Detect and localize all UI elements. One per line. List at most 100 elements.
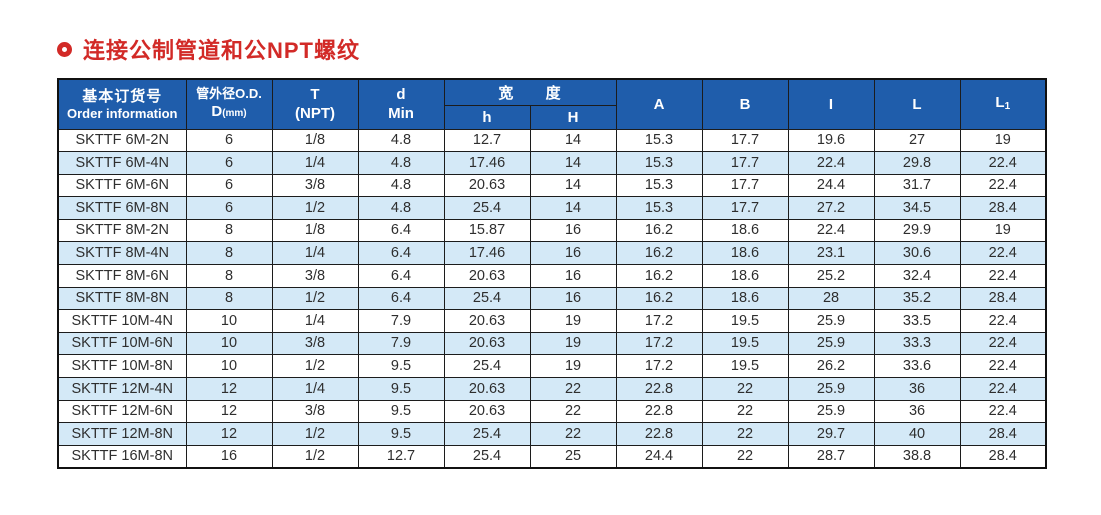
value-cell: 1/2 bbox=[271, 286, 359, 311]
value-cell: 7.9 bbox=[357, 309, 445, 333]
order-number-cell: SKTTF 8M-8N bbox=[57, 286, 187, 311]
value-cell: 17.7 bbox=[701, 173, 789, 198]
value-cell: 12 bbox=[185, 377, 273, 401]
value-cell: 29.7 bbox=[787, 422, 875, 446]
value-cell: 15.3 bbox=[615, 196, 703, 220]
table-row: SKTTF 12M-6N 12 3/8 9.5 20.63 22 22.8 22 25.9 36 2… bbox=[57, 399, 1047, 424]
order-number-cell: SKTTF 12M-8N bbox=[57, 422, 187, 446]
header-d-min-label: Min bbox=[388, 105, 414, 123]
value-cell: 4.8 bbox=[357, 128, 445, 153]
value-cell: 8 bbox=[185, 218, 273, 243]
table-row: SKTTF 8M-2N 8 1/8 6.4 15.87 16 16.2 18.6 22.4 29.… bbox=[57, 218, 1047, 243]
header-col-l: L bbox=[873, 78, 961, 130]
value-cell: 22.4 bbox=[959, 309, 1047, 333]
value-cell: 1/4 bbox=[271, 377, 359, 401]
header-t-symbol: T bbox=[310, 86, 320, 104]
value-cell: 17.46 bbox=[443, 241, 531, 266]
value-cell: 36 bbox=[873, 399, 961, 424]
value-cell: 9.5 bbox=[357, 422, 445, 446]
value-cell: 16.2 bbox=[615, 241, 703, 266]
value-cell: 17.7 bbox=[701, 151, 789, 175]
table-row: SKTTF 6M-6N 6 3/8 4.8 20.63 14 15.3 17.7 24.4 31.… bbox=[57, 173, 1047, 198]
value-cell: 6 bbox=[185, 196, 273, 220]
value-cell: 25.4 bbox=[443, 196, 531, 220]
value-cell: 24.4 bbox=[787, 173, 875, 198]
table-row: SKTTF 8M-6N 8 3/8 6.4 20.63 16 16.2 18.6 25.2 32.… bbox=[57, 264, 1047, 288]
order-number-cell: SKTTF 6M-2N bbox=[57, 128, 187, 153]
value-cell: 22 bbox=[529, 399, 617, 424]
header-order-en: Order information bbox=[66, 105, 178, 121]
value-cell: 16.2 bbox=[615, 264, 703, 288]
value-cell: 22.4 bbox=[959, 151, 1047, 175]
order-number-cell: SKTTF 10M-8N bbox=[57, 354, 187, 379]
value-cell: 12 bbox=[185, 399, 273, 424]
value-cell: 10 bbox=[185, 309, 273, 333]
header-outer-diameter: 管外径O.D. D(mm) bbox=[185, 78, 273, 130]
value-cell: 4.8 bbox=[357, 151, 445, 175]
value-cell: 29.8 bbox=[873, 151, 961, 175]
value-cell: 28.7 bbox=[787, 444, 875, 469]
value-cell: 1/2 bbox=[271, 354, 359, 379]
order-number-cell: SKTTF 12M-4N bbox=[57, 377, 187, 401]
header-d-min: d Min bbox=[357, 78, 445, 130]
order-number-cell: SKTTF 6M-8N bbox=[57, 196, 187, 220]
value-cell: 22 bbox=[701, 444, 789, 469]
header-width-h-lower: h bbox=[443, 104, 531, 130]
value-cell: 25.9 bbox=[787, 399, 875, 424]
value-cell: 17.2 bbox=[615, 354, 703, 379]
value-cell: 9.5 bbox=[357, 377, 445, 401]
value-cell: 19 bbox=[959, 128, 1047, 153]
table-row: SKTTF 8M-8N 8 1/2 6.4 25.4 16 16.2 18.6 28 35.2 28… bbox=[57, 286, 1047, 311]
value-cell: 18.6 bbox=[701, 264, 789, 288]
table-row: SKTTF 16M-8N 16 1/2 12.7 25.4 25 24.4 22 28.7 38.… bbox=[57, 444, 1047, 469]
value-cell: 22 bbox=[701, 422, 789, 446]
table-row: SKTTF 6M-4N 6 1/4 4.8 17.46 14 15.3 17.7 22.4 29.… bbox=[57, 151, 1047, 175]
value-cell: 3/8 bbox=[271, 173, 359, 198]
value-cell: 18.6 bbox=[701, 286, 789, 311]
value-cell: 3/8 bbox=[271, 331, 359, 356]
value-cell: 19.6 bbox=[787, 128, 875, 153]
table-row: SKTTF 10M-4N 10 1/4 7.9 20.63 19 17.2 19.5 25.9 3… bbox=[57, 309, 1047, 333]
value-cell: 15.87 bbox=[443, 218, 531, 243]
value-cell: 17.2 bbox=[615, 331, 703, 356]
value-cell: 14 bbox=[529, 128, 617, 153]
value-cell: 25.4 bbox=[443, 354, 531, 379]
value-cell: 20.63 bbox=[443, 331, 531, 356]
value-cell: 1/4 bbox=[271, 309, 359, 333]
value-cell: 36 bbox=[873, 377, 961, 401]
value-cell: 28.4 bbox=[959, 444, 1047, 469]
value-cell: 4.8 bbox=[357, 196, 445, 220]
value-cell: 8 bbox=[185, 241, 273, 266]
value-cell: 19 bbox=[959, 218, 1047, 243]
value-cell: 10 bbox=[185, 354, 273, 379]
value-cell: 22 bbox=[529, 422, 617, 446]
value-cell: 19 bbox=[529, 331, 617, 356]
value-cell: 27 bbox=[873, 128, 961, 153]
value-cell: 19 bbox=[529, 309, 617, 333]
order-number-cell: SKTTF 12M-6N bbox=[57, 399, 187, 424]
value-cell: 10 bbox=[185, 331, 273, 356]
value-cell: 22 bbox=[701, 399, 789, 424]
value-cell: 27.2 bbox=[787, 196, 875, 220]
value-cell: 16 bbox=[529, 286, 617, 311]
value-cell: 33.6 bbox=[873, 354, 961, 379]
value-cell: 12.7 bbox=[443, 128, 531, 153]
value-cell: 22 bbox=[529, 377, 617, 401]
value-cell: 6.4 bbox=[357, 241, 445, 266]
header-col-l1: L1 bbox=[959, 78, 1047, 130]
value-cell: 25.4 bbox=[443, 286, 531, 311]
value-cell: 16 bbox=[185, 444, 273, 469]
table-row: SKTTF 10M-8N 10 1/2 9.5 25.4 19 17.2 19.5 26.2 33… bbox=[57, 354, 1047, 379]
value-cell: 28.4 bbox=[959, 286, 1047, 311]
section-title: 连接公制管道和公NPT螺纹 bbox=[83, 38, 361, 63]
header-width-group: 宽 度 bbox=[443, 78, 617, 106]
value-cell: 33.3 bbox=[873, 331, 961, 356]
value-cell: 15.3 bbox=[615, 128, 703, 153]
value-cell: 17.46 bbox=[443, 151, 531, 175]
header-thread-npt: T (NPT) bbox=[271, 78, 359, 130]
value-cell: 15.3 bbox=[615, 151, 703, 175]
header-col-a: A bbox=[615, 78, 703, 130]
value-cell: 19.5 bbox=[701, 354, 789, 379]
value-cell: 12.7 bbox=[357, 444, 445, 469]
